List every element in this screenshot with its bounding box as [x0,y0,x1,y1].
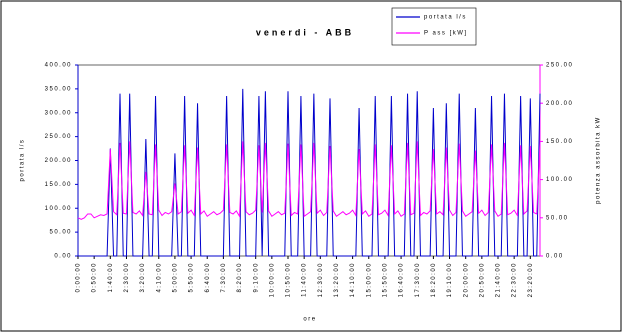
x-tick-label: 22:30:00 [512,262,518,297]
series-line [77,141,541,220]
x-tick-label: 7:30:00 [221,262,227,293]
x-tick-label: 19:10:00 [447,262,453,297]
x-axis-title: ore [303,317,316,323]
x-tick-label: 20:00:00 [463,262,469,297]
x-tick-label: 20:50:00 [479,262,485,297]
y-tick-label: 250.00 [45,134,72,140]
x-tick-label: 8:20:00 [237,262,243,293]
x-tick-label: 23:20:00 [528,262,534,297]
y2-tick-label: 250.00 [546,63,573,69]
series-line [78,88,541,257]
y2-tick-label: 50.00 [546,215,569,221]
x-tick-label: 21:40:00 [496,262,502,297]
legend [391,7,477,46]
x-tick-label: 18:20:00 [431,262,437,297]
y-tick-label: 200.00 [45,158,72,164]
x-tick-label: 16:40:00 [399,262,405,297]
y-tick-label: 300.00 [45,110,72,116]
legend-label: P ass [kW] [424,31,468,37]
x-tick-label: 17:30:00 [415,262,421,297]
y-tick-label: 100.00 [45,206,72,212]
y-tick-label: 400.00 [45,63,72,69]
y-axis-title: portata l/s [20,139,26,182]
x-tick-label: 4:10:00 [156,262,162,293]
y-tick-label: 350.00 [45,86,72,92]
y2-tick-label: 150.00 [546,139,573,145]
x-tick-label: 6:40:00 [205,262,211,293]
x-tick-label: 0:00:00 [76,262,82,293]
y2-tick-label: 0.00 [546,254,564,260]
x-tick-label: 1:40:00 [108,262,114,293]
chart-title: venerdi - ABB [256,27,354,37]
x-tick-label: 5:00:00 [173,262,179,293]
x-tick-label: 3:20:00 [140,262,146,293]
y-tick-label: 150.00 [45,182,72,188]
y-tick-label: 50.00 [49,230,72,236]
x-tick-label: 10:50:00 [286,262,292,297]
x-tick-label: 9:10:00 [253,262,259,293]
x-tick-label: 15:50:00 [383,262,389,297]
x-tick-label: 11:40:00 [302,262,308,297]
x-tick-label: 13:20:00 [334,262,340,297]
x-tick-label: 0:50:00 [92,262,98,293]
y-tick-label: 0.00 [54,254,72,260]
y2-axis-title: potenza assorbita kW [596,116,602,204]
x-tick-label: 14:10:00 [350,262,356,297]
y2-tick-label: 100.00 [546,177,573,183]
x-tick-label: 5:50:00 [189,262,195,293]
legend-label: portata l/s [424,15,467,21]
x-tick-label: 10:00:00 [269,262,275,297]
y2-tick-label: 200.00 [546,101,573,107]
x-tick-label: 12:30:00 [318,262,324,297]
x-tick-label: 15:00:00 [366,262,372,297]
plot-area [77,64,541,257]
x-tick-label: 2:30:00 [124,262,130,293]
